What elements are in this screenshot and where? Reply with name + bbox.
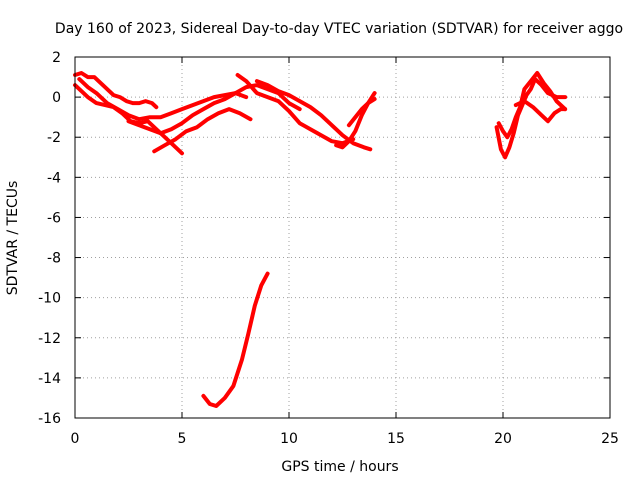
chart-title: Day 160 of 2023, Sidereal Day-to-day VTE…	[55, 21, 623, 37]
series-line-arc-11	[494, 77, 568, 160]
y-tick-label: 2	[52, 50, 61, 66]
y-tick-label: -2	[47, 130, 61, 146]
series-group	[73, 71, 568, 408]
series-line-arc-6	[235, 73, 356, 146]
series-line-arc-4	[126, 83, 302, 136]
x-tick-label: 20	[494, 431, 512, 447]
plot-frame	[74, 56, 611, 419]
y-tick-label: -4	[47, 170, 61, 186]
x-tick-label: 10	[280, 431, 298, 447]
ticks	[74, 56, 611, 419]
x-tick-label: 0	[71, 431, 80, 447]
series-line-arc-3	[77, 77, 249, 122]
series-line-arc-7	[254, 79, 373, 152]
grid-lines	[75, 57, 610, 418]
series-line-arc-10	[201, 271, 270, 408]
y-tick-label: -14	[38, 371, 61, 387]
x-tick-label: 5	[178, 431, 187, 447]
x-tick-label: 25	[601, 431, 619, 447]
x-tick-label: 15	[387, 431, 405, 447]
y-tick-label: 0	[52, 90, 61, 106]
series-line-arc-12	[496, 71, 568, 140]
y-tick-label: -8	[47, 251, 61, 267]
series-line-arc-13	[513, 99, 568, 124]
y-axis-label: SDTVAR / TECUs	[5, 181, 21, 296]
series-line-arc-2	[73, 83, 184, 156]
y-tick-label: -16	[38, 411, 61, 427]
y-tick-label: -12	[38, 331, 61, 347]
x-axis-label: GPS time / hours	[281, 459, 398, 475]
series-line-arc-5	[152, 107, 253, 154]
series-line-arc-1	[73, 71, 159, 110]
y-tick-label: -10	[38, 291, 61, 307]
y-tick-label: -6	[47, 210, 61, 226]
series-line-arc-9	[346, 97, 377, 128]
